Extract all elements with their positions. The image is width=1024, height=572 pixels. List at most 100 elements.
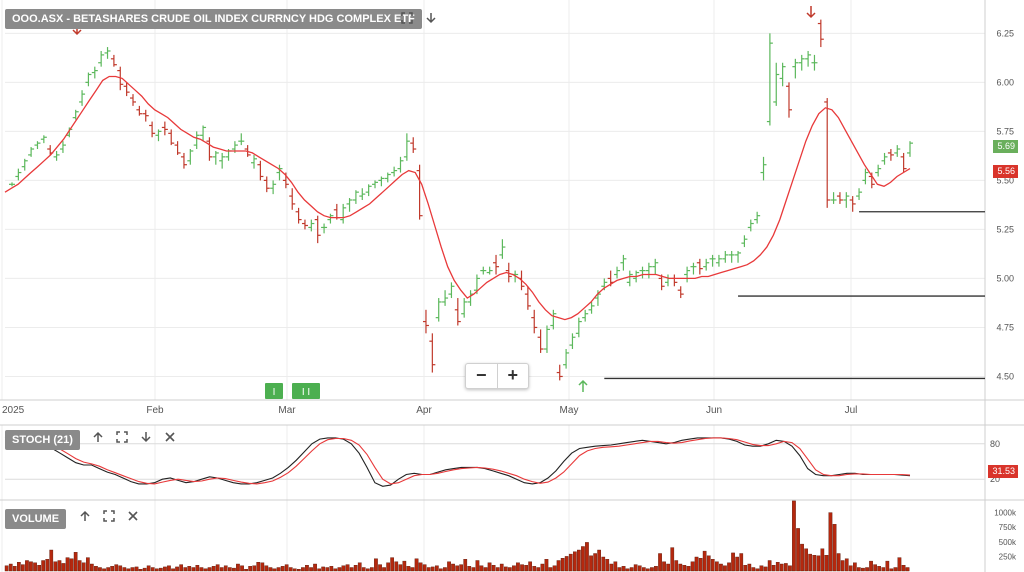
volume-bar (869, 560, 873, 572)
ohlc-bar (703, 258, 710, 271)
moving-average-line (4, 75, 911, 321)
volume-bar (309, 567, 313, 572)
ohlc-bar (856, 188, 863, 200)
volume-bar (317, 568, 321, 572)
volume-bar (199, 567, 204, 572)
ohlc-bar (327, 213, 334, 224)
volume-bar (394, 561, 399, 572)
volume-bar (447, 561, 451, 572)
volume-bar (593, 553, 597, 572)
ohlc-bars (9, 19, 913, 381)
volume-bar (560, 558, 565, 572)
volume-bar (89, 563, 94, 572)
ohlc-bar (384, 172, 391, 183)
volume-bar (633, 564, 638, 572)
volume-bar (4, 565, 9, 572)
volume-bar (382, 567, 386, 572)
volume-bar (345, 564, 350, 572)
close-icon[interactable] (125, 510, 141, 526)
ohlc-bar (550, 309, 557, 330)
ohlc-bar (359, 188, 366, 200)
volume-bar (49, 549, 54, 572)
volume-bar (613, 561, 618, 572)
zoom-out-button[interactable]: − (466, 364, 498, 388)
volume-bar (410, 567, 415, 572)
volume-bar (666, 563, 670, 572)
volume-bar (313, 563, 317, 572)
ohlc-bar (671, 274, 678, 287)
volume-bar (232, 567, 236, 572)
close-icon[interactable] (162, 431, 178, 447)
volume-bar (848, 565, 853, 572)
volume-bar (743, 565, 748, 572)
volume-bar (771, 565, 776, 572)
volume-bar (702, 550, 707, 572)
ohlc-bar (690, 262, 697, 275)
volume-bar (98, 567, 102, 572)
arrow-down-icon[interactable] (423, 12, 439, 28)
expand-icon[interactable] (114, 431, 130, 447)
volume-bar (654, 566, 658, 572)
volume-bar (94, 566, 98, 572)
ohlc-bar (435, 298, 442, 322)
volume-bar (629, 567, 634, 572)
arrow-up-icon[interactable] (77, 510, 93, 526)
volume-bar (642, 567, 646, 572)
volume-bar (8, 563, 13, 572)
ohlc-bar (881, 152, 888, 165)
ohlc-bar (15, 168, 22, 181)
volume-bar (609, 563, 614, 572)
volume-bar (853, 562, 857, 572)
time-tick-label: Apr (416, 405, 432, 416)
volume-bar (21, 564, 25, 572)
ohlc-bar (155, 129, 162, 142)
volume-bar (57, 560, 62, 572)
arrow-down-icon[interactable] (138, 431, 154, 447)
volume-bar (678, 563, 683, 572)
volume-bar (658, 553, 662, 572)
ohlc-bar (149, 121, 156, 138)
ohlc-bar (72, 109, 79, 120)
volume-bar (540, 563, 545, 572)
volume-bar (723, 565, 727, 572)
event-marker-label: I (273, 387, 276, 398)
volume-bar (276, 567, 281, 572)
ohlc-bar (403, 133, 410, 161)
ohlc-bar (410, 137, 417, 153)
expand-icon[interactable] (399, 12, 415, 28)
ohlc-bar (28, 147, 35, 157)
volume-bar (244, 569, 248, 572)
volume-bar (650, 567, 654, 572)
time-tick-label: 2025 (2, 405, 25, 416)
volume-bar (175, 566, 179, 572)
volume-bar (824, 555, 829, 572)
time-axis: 2025 Feb Mar Apr May Jun Jul (2, 405, 857, 416)
ohlc-bar (645, 262, 652, 279)
ohlc-bar (887, 149, 894, 161)
volume-bar (881, 567, 886, 572)
ohlc-bar (314, 215, 321, 244)
ohlc-bar (289, 188, 296, 210)
ohlc-bar (664, 274, 671, 287)
volume-bar (227, 567, 232, 572)
stoch-value-tag: 31.53 (988, 465, 1018, 478)
volume-bar (532, 566, 537, 572)
ohlc-bar (894, 145, 901, 157)
expand-icon[interactable] (101, 510, 117, 526)
ohlc-bar (442, 290, 449, 306)
ohlc-bar (174, 141, 181, 155)
last-price-tag: 5.69 (993, 140, 1018, 153)
volume-bar (73, 552, 78, 572)
ohlc-bar (416, 164, 423, 220)
ohlc-bar (429, 333, 436, 373)
volume-bar (264, 565, 269, 572)
zoom-in-button[interactable]: + (507, 365, 518, 385)
ohlc-bar (684, 266, 691, 283)
volume-bar (252, 565, 257, 572)
arrow-up-icon[interactable] (90, 431, 106, 447)
ohlc-bar (760, 156, 767, 181)
volume-bar (857, 567, 861, 572)
ohlc-bar (805, 50, 812, 67)
volume-bar (154, 568, 159, 572)
